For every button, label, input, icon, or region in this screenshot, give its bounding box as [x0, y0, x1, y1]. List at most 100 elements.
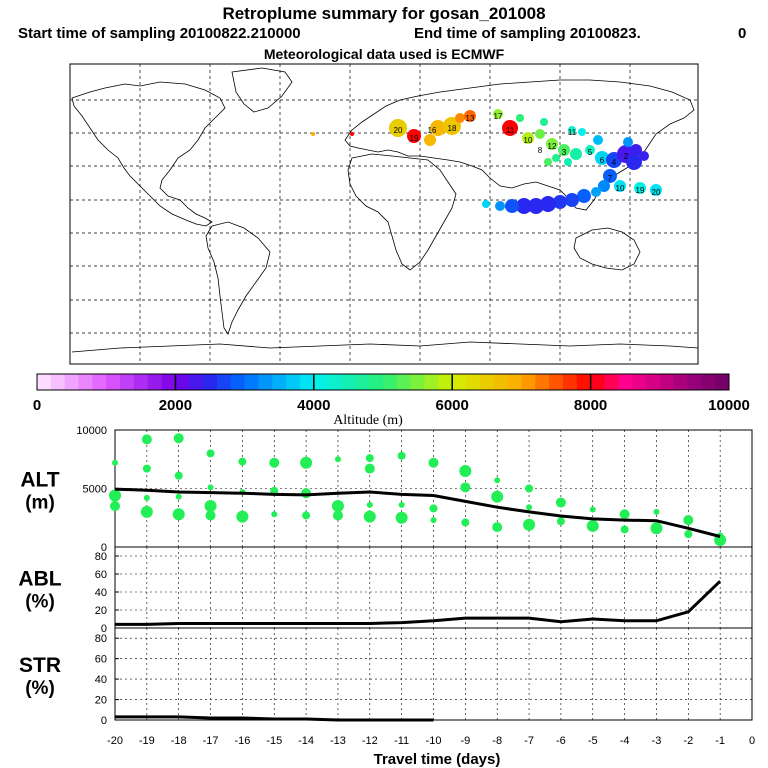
chart-title: Retroplume summary for gosan_201008 [222, 4, 546, 23]
plume-marker [540, 118, 548, 126]
x-tick-label: -6 [556, 735, 566, 747]
map-day-label: 3 [562, 148, 567, 157]
plume-marker [493, 109, 503, 119]
cluster-marker [332, 510, 343, 521]
x-tick-label: 0 [749, 735, 755, 747]
map-day-label: 19 [636, 186, 645, 195]
x-tick-label: -13 [330, 735, 346, 747]
cluster-marker [365, 454, 374, 463]
cluster-marker [110, 501, 120, 512]
colorbar-segment [452, 374, 467, 390]
colorbar-segment [203, 374, 218, 390]
plume-marker [464, 110, 476, 122]
cluster-marker [494, 477, 501, 484]
colorbar-segment [521, 374, 536, 390]
colorbar-segment [147, 374, 163, 390]
south-america-coast [205, 221, 271, 335]
map-day-label: 20 [394, 126, 403, 135]
colorbar-segment [120, 374, 135, 390]
cluster-marker [207, 484, 214, 491]
x-tick-label: -1 [715, 735, 725, 747]
colorbar-segment [244, 374, 259, 390]
cluster-marker [109, 489, 121, 502]
cluster-marker [174, 471, 183, 480]
colorbar-segment [175, 374, 190, 390]
map-day-label: 11 [568, 128, 577, 137]
y-tick-label: 0 [101, 623, 107, 635]
colorbar-segment [507, 374, 522, 390]
plume-marker [595, 151, 609, 165]
plume-marker [516, 114, 524, 122]
cluster-marker [653, 508, 660, 515]
cluster-marker [684, 530, 693, 539]
map-day-label: 10 [524, 136, 533, 145]
colorbar-segment [562, 374, 578, 390]
cluster-marker [492, 522, 503, 533]
colorbar-segment [299, 374, 315, 390]
series-line-str [115, 715, 434, 722]
plume-marker [535, 129, 545, 139]
map-day-label: 16 [428, 126, 437, 135]
cluster-marker [173, 433, 184, 444]
colorbar-tick-label: 8000 [574, 397, 607, 414]
cluster-marker [238, 457, 247, 466]
colorbar-segment [604, 374, 619, 390]
cluster-marker [140, 505, 153, 518]
cluster-marker [271, 511, 278, 518]
y-tick-label: 5000 [83, 484, 107, 496]
map-gridlines [70, 64, 698, 364]
colorbar-segment [632, 374, 647, 390]
map-day-label: 11 [506, 126, 515, 135]
plume-marker [546, 138, 558, 150]
series-line-alt [114, 487, 721, 538]
plume-marker [430, 120, 446, 136]
plume-marker [626, 154, 642, 170]
colorbar-segment [396, 374, 412, 390]
panel-str: 0 20 40 60 80 STR(%) [19, 627, 753, 727]
x-axis: -20 -19 -18 -17 -16 -15 -14 -13 -12 -11 -10 -9 -8 -7-… [107, 735, 755, 768]
map-day-label: 4 [612, 158, 617, 167]
cluster-marker [555, 497, 566, 508]
map-day-label: 19 [410, 134, 419, 143]
map-day-label: 7 [608, 174, 613, 183]
colorbar-segment [701, 374, 716, 390]
plume-marker [593, 135, 603, 145]
cluster-marker [141, 434, 152, 445]
plume-marker [564, 158, 572, 166]
cluster-marker [236, 510, 249, 523]
cluster-marker [302, 511, 311, 520]
colorbar-segment [313, 374, 329, 390]
cluster-marker [364, 463, 375, 474]
plume-marker [614, 180, 626, 192]
x-tick-label: -18 [171, 735, 187, 747]
colorbar-segment [687, 374, 702, 390]
y-axis-unit: (%) [25, 592, 55, 613]
colorbar-segment [466, 374, 481, 390]
australia-coast [573, 227, 641, 271]
x-tick-label: -17 [203, 735, 219, 747]
y-tick-label: 40 [95, 587, 107, 599]
colorbar-segment [645, 374, 661, 390]
colorbar-segment [493, 374, 509, 390]
colorbar-label: Altitude (m) [333, 413, 403, 428]
end-time-label: End time of sampling 20100823. [414, 25, 641, 42]
cluster-marker [526, 504, 533, 511]
plume-marker [407, 129, 421, 143]
colorbar-segment [673, 374, 688, 390]
cluster-marker [683, 515, 694, 526]
cluster-marker [429, 504, 438, 513]
panel-alt: 0 5000 10000 ALT(m) [20, 425, 753, 554]
plume-marker [623, 137, 633, 147]
colorbar-segment [286, 374, 301, 390]
series-line-abl [115, 580, 722, 626]
plume-marker [568, 126, 576, 134]
y-tick-label: 80 [95, 551, 107, 563]
plume-marker [502, 120, 518, 136]
plume-marker [650, 184, 662, 196]
y-tick-label: 60 [95, 654, 107, 666]
colorbar-tick-label: 0 [33, 397, 41, 414]
panel-abl: 0 20 40 60 80 ABL(%) [18, 546, 753, 635]
plume-marker [578, 128, 586, 136]
plume-marker [552, 154, 560, 162]
cluster-marker [428, 457, 439, 468]
